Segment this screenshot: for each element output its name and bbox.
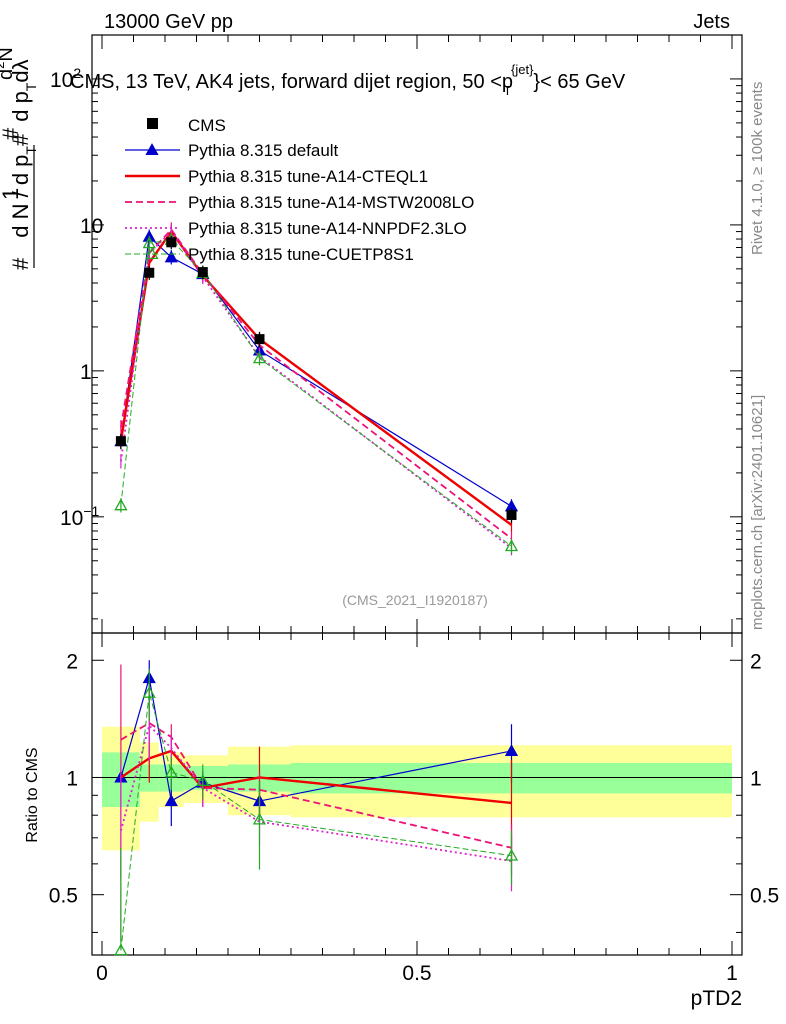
x-axis-label: pTD2 — [691, 987, 742, 1010]
series-marker-0 — [164, 250, 178, 263]
series-marker-4 — [252, 351, 267, 364]
ratio-y-tick-label: 2 — [66, 650, 78, 673]
main-y-tick-label: 102 — [50, 65, 81, 92]
ratio-line-4 — [120, 692, 512, 951]
title-sub: T — [503, 83, 511, 98]
series-line-1 — [119, 229, 513, 526]
main-y-tick-label: 1 — [80, 361, 92, 384]
legend-label-cms: CMS — [188, 116, 226, 135]
legend-label-3: Pythia 8.315 tune-A14-NNPDF2.3LO — [188, 219, 467, 238]
ratio-line-3 — [120, 723, 512, 862]
ratio-line-2 — [120, 721, 512, 849]
cms-point — [144, 267, 155, 278]
main-axis-ticks: 102 10 1 10−1 — [50, 34, 742, 633]
analysis-watermark: (CMS_2021_I1920187) — [342, 592, 488, 608]
ratio-marker-4 — [164, 765, 178, 778]
main-y-tick-label: 10 — [80, 215, 103, 238]
mcplots-label: mcplots.cern.ch [arXiv:2401.10621] — [749, 395, 766, 630]
cms-point — [115, 436, 126, 447]
ratio-y-tick-label: 0.5 — [49, 885, 78, 908]
ratio-y-axis-label: Ratio to CMS — [24, 747, 41, 842]
ratio-line-1 — [120, 749, 512, 805]
title-main: CMS, 13 TeV, AK4 jets, forward dijet reg… — [70, 71, 513, 93]
legend: CMS Pythia 8.315 default Pythia 8.315 tune… — [125, 116, 474, 264]
ratio-series-group — [114, 660, 519, 956]
ratio-y-tick-label-right: 0.5 — [750, 885, 779, 908]
series-marker-4 — [114, 498, 128, 511]
x-tick-label: 0 — [96, 962, 108, 985]
title-sup: {jet} — [511, 62, 534, 77]
header-left: 13000 GeV pp — [104, 11, 233, 33]
cms-point — [506, 509, 517, 520]
cms-point — [254, 334, 265, 345]
y-label-numerator: 1 — [0, 188, 23, 200]
legend-marker-4 — [145, 247, 159, 260]
ratio-marker-0 — [504, 744, 519, 756]
series-line-4 — [120, 239, 512, 547]
legend-marker-0 — [145, 143, 159, 156]
cms-point — [197, 267, 208, 278]
ratio-marker-4 — [504, 848, 519, 861]
ratio-y-tick-label-right: 2 — [750, 650, 762, 673]
rivet-label: Rivet 4.1.0, ≥ 100k events — [749, 82, 766, 255]
ratio-marker-4 — [114, 943, 128, 956]
series-line-0 — [120, 235, 512, 507]
series-marker-4 — [504, 539, 519, 552]
ratio-y-tick-label: 1 — [66, 767, 78, 790]
ratio-marker-4 — [196, 774, 210, 786]
ratio-marker-0 — [164, 794, 178, 807]
main-y-tick-label: 10−1 — [60, 503, 100, 530]
ratio-marker-4 — [142, 685, 156, 698]
header-right: Jets — [693, 11, 730, 33]
title-end: }< 65 GeV — [533, 71, 625, 93]
chart-title: CMS, 13 TeV, AK4 jets, forward dijet reg… — [70, 62, 626, 98]
series-marker-4 — [142, 236, 156, 249]
ratio-uncertainty-bands — [92, 726, 742, 851]
cms-point — [166, 237, 177, 248]
x-tick-label: 1 — [726, 962, 738, 985]
series-line-2 — [120, 228, 513, 540]
ratio-y-tick-label-right: 1 — [750, 767, 762, 790]
main-y-axis-label: #d N / d pT#d pTdλ 1 # d2N — [0, 47, 39, 270]
y-label-numerator-2: # — [0, 127, 23, 140]
legend-marker-cms — [147, 118, 158, 129]
main-series-group — [114, 222, 519, 556]
legend-label-2: Pythia 8.315 tune-A14-MSTW2008LO — [188, 193, 474, 212]
ratio-marker-4 — [252, 812, 267, 825]
x-tick-label: 0.5 — [402, 962, 431, 985]
legend-label-4: Pythia 8.315 tune-CUETP8S1 — [188, 245, 414, 264]
ratio-axis-ticks: 0 0.5 1 2 2 1 1 0.5 0.5 — [49, 633, 779, 985]
legend-label-1: Pythia 8.315 tune-A14-CTEQL1 — [188, 167, 428, 186]
legend-label-0: Pythia 8.315 default — [188, 141, 339, 160]
series-line-3 — [120, 230, 513, 549]
